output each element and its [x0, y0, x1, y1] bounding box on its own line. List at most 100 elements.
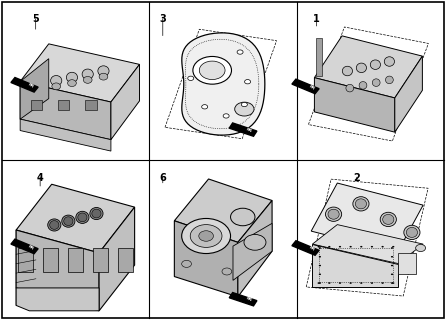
Polygon shape: [398, 253, 416, 274]
Circle shape: [392, 282, 394, 284]
Ellipse shape: [62, 215, 75, 227]
Circle shape: [222, 268, 232, 275]
Text: FR: FR: [308, 246, 315, 252]
Text: 1: 1: [313, 14, 320, 24]
Circle shape: [223, 114, 229, 118]
Circle shape: [350, 246, 352, 247]
Polygon shape: [11, 239, 38, 254]
Polygon shape: [238, 201, 272, 297]
Ellipse shape: [64, 217, 73, 226]
Polygon shape: [292, 241, 319, 255]
Circle shape: [319, 265, 321, 266]
Circle shape: [381, 282, 384, 284]
Polygon shape: [11, 77, 38, 92]
Circle shape: [328, 246, 330, 247]
Ellipse shape: [385, 76, 393, 84]
Polygon shape: [395, 56, 422, 132]
Circle shape: [244, 80, 251, 84]
Text: 6: 6: [159, 173, 166, 183]
Ellipse shape: [346, 84, 354, 92]
Circle shape: [391, 282, 393, 284]
Polygon shape: [174, 221, 238, 297]
Circle shape: [319, 247, 321, 249]
Polygon shape: [16, 288, 99, 311]
Circle shape: [244, 235, 266, 250]
Text: 3: 3: [159, 14, 166, 24]
Ellipse shape: [370, 60, 380, 69]
Bar: [93, 248, 107, 272]
Polygon shape: [174, 179, 272, 242]
Circle shape: [350, 282, 352, 284]
Polygon shape: [292, 79, 319, 94]
Ellipse shape: [356, 63, 367, 73]
Ellipse shape: [76, 211, 89, 223]
Ellipse shape: [83, 76, 92, 83]
Bar: [316, 38, 322, 76]
Circle shape: [318, 246, 320, 247]
Circle shape: [392, 246, 394, 247]
Circle shape: [241, 102, 248, 107]
Polygon shape: [16, 211, 52, 305]
Polygon shape: [16, 184, 135, 253]
Ellipse shape: [52, 83, 61, 90]
Text: FR: FR: [308, 84, 315, 91]
Circle shape: [319, 274, 321, 275]
Polygon shape: [229, 123, 257, 136]
Bar: [86, 100, 97, 110]
Polygon shape: [111, 64, 140, 140]
Polygon shape: [311, 183, 423, 253]
Bar: [43, 248, 58, 272]
Ellipse shape: [383, 214, 394, 224]
Bar: [58, 100, 69, 110]
Circle shape: [199, 231, 214, 241]
Text: FR: FR: [27, 83, 34, 89]
Circle shape: [371, 246, 373, 247]
Circle shape: [391, 265, 393, 266]
Circle shape: [235, 102, 254, 116]
Bar: [31, 100, 42, 110]
Circle shape: [319, 256, 321, 258]
Circle shape: [328, 282, 330, 284]
Text: FR: FR: [27, 244, 34, 251]
Polygon shape: [20, 82, 111, 140]
Ellipse shape: [404, 225, 420, 240]
Polygon shape: [229, 292, 257, 306]
Circle shape: [231, 208, 255, 226]
Text: 2: 2: [353, 173, 360, 183]
Circle shape: [318, 282, 320, 284]
Ellipse shape: [380, 212, 396, 227]
Polygon shape: [16, 230, 99, 311]
Circle shape: [319, 282, 321, 284]
Ellipse shape: [50, 76, 62, 86]
Ellipse shape: [82, 69, 93, 79]
Bar: [68, 248, 83, 272]
Polygon shape: [233, 223, 272, 280]
Polygon shape: [20, 119, 111, 151]
Ellipse shape: [66, 72, 78, 83]
Text: 5: 5: [32, 14, 39, 24]
Circle shape: [199, 61, 225, 80]
Polygon shape: [314, 36, 422, 98]
Polygon shape: [99, 207, 135, 311]
Circle shape: [391, 256, 393, 258]
Ellipse shape: [372, 79, 380, 86]
Circle shape: [202, 105, 208, 109]
Polygon shape: [313, 225, 423, 264]
Circle shape: [182, 260, 191, 268]
Circle shape: [237, 50, 243, 54]
Ellipse shape: [90, 207, 103, 220]
Circle shape: [416, 244, 425, 252]
Ellipse shape: [99, 73, 108, 80]
Circle shape: [339, 246, 341, 247]
Ellipse shape: [353, 197, 369, 211]
Circle shape: [360, 246, 363, 247]
Ellipse shape: [50, 220, 59, 229]
Ellipse shape: [92, 209, 101, 218]
Circle shape: [391, 247, 393, 249]
Ellipse shape: [98, 66, 109, 76]
Ellipse shape: [355, 199, 367, 209]
Polygon shape: [20, 59, 49, 119]
Ellipse shape: [78, 213, 87, 222]
Polygon shape: [314, 78, 395, 132]
Ellipse shape: [406, 228, 417, 237]
